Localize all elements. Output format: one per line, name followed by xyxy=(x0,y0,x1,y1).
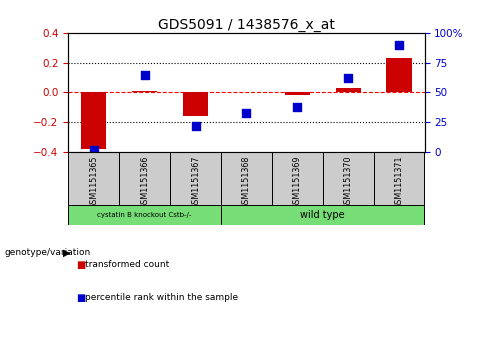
Point xyxy=(293,104,301,110)
Bar xyxy=(119,152,170,204)
Bar xyxy=(374,152,425,204)
Point xyxy=(345,75,352,81)
Bar xyxy=(170,152,221,204)
Text: cystatin B knockout Cstb-/-: cystatin B knockout Cstb-/- xyxy=(98,212,192,218)
Bar xyxy=(386,58,412,93)
Text: GSM1151367: GSM1151367 xyxy=(191,156,200,209)
Bar xyxy=(272,152,323,204)
Bar xyxy=(68,152,119,204)
Bar xyxy=(132,91,157,93)
Bar xyxy=(183,93,208,117)
Text: transformed count: transformed count xyxy=(85,261,170,269)
Bar xyxy=(221,152,272,204)
Text: ▶: ▶ xyxy=(63,247,71,257)
Text: GSM1151366: GSM1151366 xyxy=(140,156,149,209)
Text: GSM1151370: GSM1151370 xyxy=(344,156,353,209)
Text: GSM1151365: GSM1151365 xyxy=(89,156,98,209)
Point xyxy=(243,110,250,116)
Text: genotype/variation: genotype/variation xyxy=(5,248,91,257)
Text: GSM1151369: GSM1151369 xyxy=(293,156,302,209)
Point xyxy=(192,123,200,129)
Bar xyxy=(285,93,310,95)
Text: percentile rank within the sample: percentile rank within the sample xyxy=(85,293,239,302)
Bar xyxy=(234,92,259,93)
Bar xyxy=(81,93,106,149)
Point xyxy=(90,147,98,153)
Text: wild type: wild type xyxy=(301,210,345,220)
Text: GSM1151371: GSM1151371 xyxy=(395,156,404,209)
Text: GSM1151368: GSM1151368 xyxy=(242,156,251,209)
Bar xyxy=(323,152,374,204)
Point xyxy=(395,42,403,48)
Text: ■: ■ xyxy=(76,293,85,303)
Title: GDS5091 / 1438576_x_at: GDS5091 / 1438576_x_at xyxy=(158,18,335,32)
Point xyxy=(141,72,148,77)
Bar xyxy=(336,88,361,93)
Bar xyxy=(221,204,425,225)
Bar xyxy=(68,204,221,225)
Text: ■: ■ xyxy=(76,260,85,270)
